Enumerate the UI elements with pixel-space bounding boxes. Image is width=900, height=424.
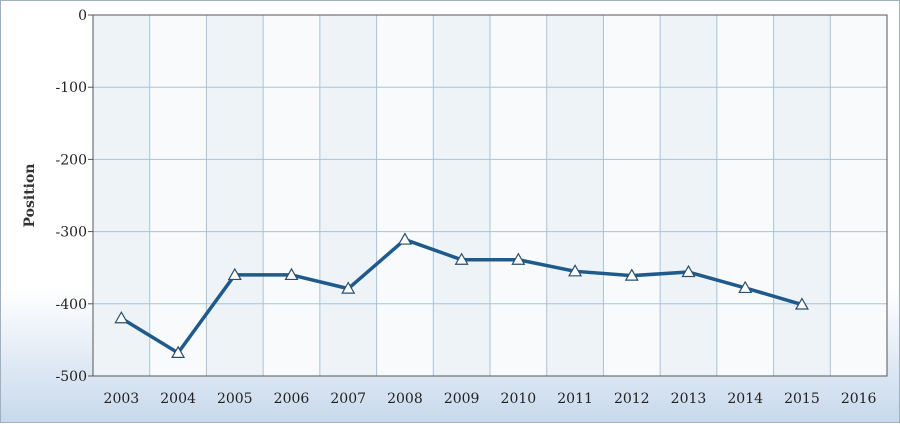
x-tick-label: 2013 (671, 391, 707, 407)
band-2005 (206, 15, 264, 376)
x-tick-label: 2015 (784, 391, 820, 407)
data-point-2013 (681, 264, 696, 278)
y-tick-label: -500 (56, 369, 87, 385)
data-point-2011 (568, 264, 583, 277)
band-2008 (376, 15, 434, 376)
data-point-2006 (284, 267, 299, 281)
x-tick-label: 2008 (387, 391, 423, 407)
data-point-2012 (624, 268, 639, 281)
y-tick-label: -100 (56, 80, 87, 96)
band-2016 (830, 15, 887, 376)
band-2011 (546, 15, 604, 376)
x-axis: 2003 2004 2005 2006 2007 2008 2009 2010 2011 2012… (104, 391, 877, 407)
band-2010 (490, 15, 547, 376)
y-axis: 0 -100 -200 -300 -400 -500 (56, 8, 93, 385)
x-tick-label: 2005 (217, 391, 253, 407)
data-point-2010 (511, 252, 526, 265)
x-tick-label: 2007 (330, 391, 366, 407)
x-tick-label: 2006 (274, 391, 310, 407)
band-2006 (263, 15, 320, 376)
band-2015 (773, 15, 831, 376)
y-axis-title: Position (22, 164, 38, 228)
plot-area-border (92, 14, 888, 377)
band-2012 (603, 15, 661, 376)
x-tick-label: 2010 (501, 391, 537, 407)
band-2009 (433, 15, 490, 376)
data-point-2003 (114, 311, 129, 324)
data-point-2014 (738, 280, 753, 294)
y-tick-label: -200 (56, 152, 87, 168)
data-point-2009 (454, 252, 469, 265)
x-tick-label: 2016 (841, 391, 877, 407)
x-tick-label: 2009 (444, 391, 480, 407)
data-point-2004 (171, 345, 186, 358)
y-tick-label: 0 (78, 8, 87, 24)
gridlines (93, 15, 887, 376)
band-2007 (319, 15, 377, 376)
y-tick-label: -300 (56, 225, 87, 241)
x-tick-label: 2004 (160, 391, 196, 407)
y-tick-label: -400 (56, 297, 87, 313)
data-point-2005 (227, 267, 242, 281)
series-line (114, 232, 809, 358)
x-tick-label: 2012 (614, 391, 650, 407)
band-2004 (149, 15, 207, 376)
x-tick-label: 2011 (557, 391, 593, 407)
data-point-2015 (794, 297, 809, 310)
band-2014 (716, 15, 774, 376)
x-tick-label: 2003 (104, 391, 140, 407)
data-point-2007 (341, 281, 356, 294)
band-2013 (660, 15, 717, 376)
x-tick-label: 2014 (727, 391, 763, 407)
data-point-2008 (397, 232, 412, 245)
background-bands (93, 15, 887, 376)
